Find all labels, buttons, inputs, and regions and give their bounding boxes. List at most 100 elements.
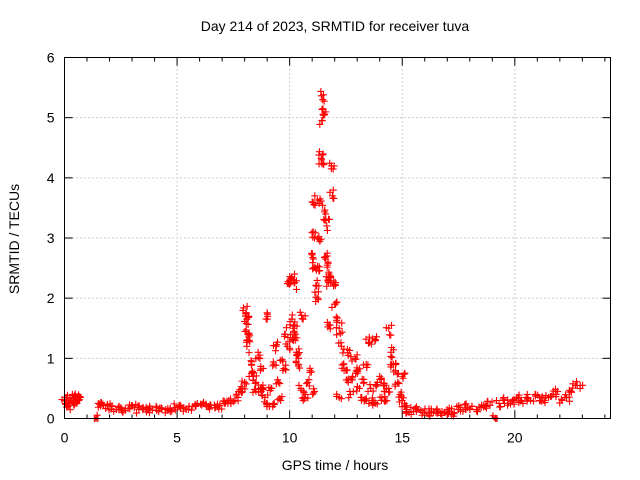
data-point xyxy=(241,327,249,335)
data-point xyxy=(453,403,461,411)
data-point xyxy=(516,397,524,405)
data-point xyxy=(392,360,400,368)
data-point xyxy=(331,279,339,287)
data-point xyxy=(316,120,324,128)
data-point xyxy=(319,159,327,167)
data-point xyxy=(304,394,312,402)
data-point xyxy=(390,368,398,376)
data-point xyxy=(152,402,160,410)
data-point xyxy=(62,400,70,408)
data-point xyxy=(308,251,316,259)
y-tick-label: 4 xyxy=(47,170,55,186)
data-point xyxy=(282,361,290,369)
data-point xyxy=(187,406,195,414)
data-point xyxy=(323,261,331,269)
data-point xyxy=(307,250,315,258)
y-axis-label: SRMTID / TECUs xyxy=(6,184,22,294)
data-point xyxy=(310,385,318,393)
data-point xyxy=(258,386,266,394)
x-tick-label: 0 xyxy=(61,430,69,446)
data-point xyxy=(395,398,403,406)
data-point xyxy=(146,404,154,412)
x-tick-labels: 0 5 10 15 20 xyxy=(61,430,523,446)
data-point xyxy=(369,335,377,343)
data-point xyxy=(548,392,556,400)
data-point xyxy=(360,375,368,383)
data-point xyxy=(94,403,102,411)
data-point xyxy=(551,385,559,393)
data-point xyxy=(393,370,401,378)
data-point xyxy=(264,312,272,320)
data-point xyxy=(365,400,373,408)
data-point xyxy=(291,270,299,278)
data-point xyxy=(317,197,325,205)
data-point xyxy=(134,402,142,410)
data-point xyxy=(242,380,250,388)
data-point xyxy=(372,336,380,344)
data-point xyxy=(290,327,298,335)
axis-ticks xyxy=(64,57,611,419)
data-point xyxy=(267,384,275,392)
data-point xyxy=(364,387,372,395)
data-point xyxy=(481,402,489,410)
data-point xyxy=(532,391,540,399)
data-point xyxy=(440,408,448,416)
data-point xyxy=(402,402,410,410)
y-tick-label: 6 xyxy=(47,50,55,66)
data-point xyxy=(493,397,501,405)
data-point xyxy=(323,282,331,290)
data-point xyxy=(333,392,341,400)
data-point xyxy=(166,408,174,416)
data-point xyxy=(338,328,346,336)
data-point xyxy=(319,105,327,113)
data-point xyxy=(325,274,333,282)
data-point xyxy=(241,385,249,393)
data-point xyxy=(401,369,409,377)
data-point xyxy=(227,399,235,407)
data-point xyxy=(314,234,322,242)
data-point xyxy=(315,151,323,159)
data-point xyxy=(311,192,319,200)
data-point xyxy=(333,331,341,339)
data-point xyxy=(298,315,306,323)
data-point xyxy=(248,367,256,375)
y-tick-label: 3 xyxy=(47,230,55,246)
data-point xyxy=(340,360,348,368)
data-point xyxy=(542,394,550,402)
data-point xyxy=(182,405,190,413)
chart-title: Day 214 of 2023, SRMTID for receiver tuv… xyxy=(201,18,470,34)
data-point xyxy=(448,405,456,413)
data-point xyxy=(320,97,328,105)
data-point xyxy=(157,404,165,412)
data-point xyxy=(315,263,323,271)
data-point xyxy=(238,389,246,397)
data-point xyxy=(155,408,163,416)
data-point xyxy=(71,390,79,398)
data-point xyxy=(306,364,314,372)
data-point xyxy=(332,300,340,308)
data-point xyxy=(335,324,343,332)
data-point xyxy=(329,165,337,173)
data-point xyxy=(377,374,385,382)
data-point xyxy=(242,309,250,317)
data-point xyxy=(504,401,512,409)
data-point xyxy=(313,276,321,284)
data-point xyxy=(132,409,140,417)
data-point xyxy=(272,380,280,388)
data-point xyxy=(296,308,304,316)
data-point xyxy=(158,404,166,412)
data-point xyxy=(307,368,315,376)
data-point xyxy=(473,408,481,416)
data-point xyxy=(319,201,327,209)
data-point xyxy=(382,324,390,332)
data-points xyxy=(58,87,587,422)
data-point xyxy=(552,390,560,398)
data-point xyxy=(293,352,301,360)
data-point xyxy=(348,376,356,384)
data-point xyxy=(145,409,153,417)
data-point xyxy=(353,387,361,395)
data-point xyxy=(418,411,426,419)
data-point xyxy=(244,313,252,321)
data-point xyxy=(434,408,442,416)
data-point xyxy=(569,384,577,392)
